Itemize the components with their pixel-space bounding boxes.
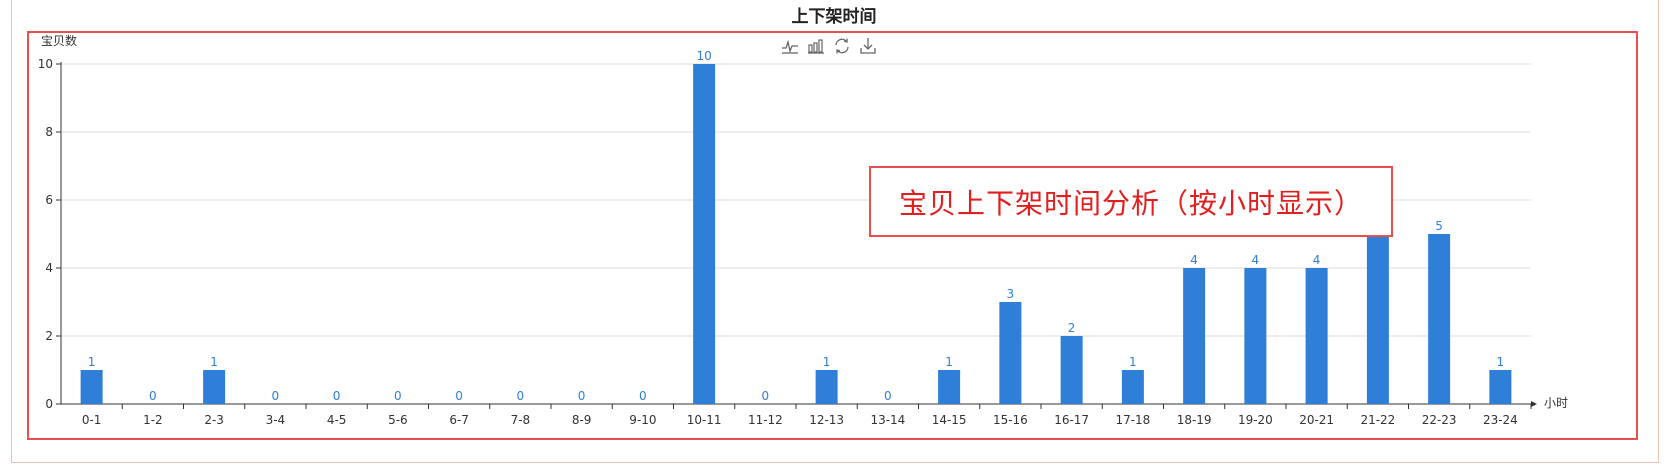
data-label: 5 bbox=[1435, 219, 1443, 233]
data-label: 0 bbox=[578, 389, 586, 403]
data-label: 0 bbox=[149, 389, 157, 403]
annotation-box: 宝贝上下架时间分析（按小时显示） bbox=[869, 166, 1393, 237]
y-tick-label: 4 bbox=[45, 261, 53, 275]
bar bbox=[938, 370, 961, 404]
bar bbox=[1183, 268, 1206, 404]
data-label: 4 bbox=[1252, 253, 1260, 267]
data-label: 1 bbox=[210, 355, 218, 369]
data-label: 4 bbox=[1190, 253, 1198, 267]
highlight-frame bbox=[27, 31, 1638, 440]
data-label: 0 bbox=[394, 389, 402, 403]
x-axis-label: 小时 bbox=[1544, 396, 1568, 410]
bar bbox=[999, 302, 1022, 404]
x-tick-label: 6-7 bbox=[449, 413, 469, 427]
x-tick-label: 23-24 bbox=[1483, 413, 1518, 427]
x-tick-label: 16-17 bbox=[1054, 413, 1089, 427]
x-tick-label: 21-22 bbox=[1360, 413, 1395, 427]
y-tick-label: 6 bbox=[45, 193, 53, 207]
data-label: 1 bbox=[88, 355, 96, 369]
download-icon[interactable] bbox=[858, 36, 878, 56]
bar bbox=[815, 370, 838, 404]
x-tick-label: 8-9 bbox=[572, 413, 592, 427]
chart-toolbox bbox=[780, 36, 878, 58]
data-label: 0 bbox=[517, 389, 525, 403]
x-tick-label: 14-15 bbox=[932, 413, 967, 427]
bar bbox=[1244, 268, 1267, 404]
bar-chart-icon[interactable] bbox=[806, 36, 826, 56]
x-tick-label: 13-14 bbox=[870, 413, 905, 427]
chart-title: 上下架时间 bbox=[791, 7, 877, 27]
data-label: 2 bbox=[1068, 321, 1076, 335]
x-tick-label: 17-18 bbox=[1115, 413, 1150, 427]
data-label: 0 bbox=[272, 389, 280, 403]
bar bbox=[80, 370, 103, 404]
x-axis-arrow bbox=[1531, 401, 1537, 407]
bar bbox=[1428, 234, 1451, 404]
y-axis-label: 宝贝数 bbox=[41, 33, 77, 48]
x-tick-label: 1-2 bbox=[143, 413, 163, 427]
data-label: 10 bbox=[696, 49, 711, 63]
x-tick-label: 7-8 bbox=[511, 413, 531, 427]
data-label: 1 bbox=[945, 355, 953, 369]
outer-frame bbox=[11, 0, 1659, 463]
x-tick-label: 12-13 bbox=[809, 413, 844, 427]
data-label: 0 bbox=[762, 389, 770, 403]
bar bbox=[1489, 370, 1512, 404]
x-tick-label: 0-1 bbox=[82, 413, 102, 427]
x-tick-label: 10-11 bbox=[687, 413, 722, 427]
restore-icon[interactable] bbox=[832, 36, 852, 56]
x-tick-label: 15-16 bbox=[993, 413, 1028, 427]
data-label: 1 bbox=[1129, 355, 1137, 369]
data-label: 1 bbox=[823, 355, 831, 369]
x-tick-label: 11-12 bbox=[748, 413, 783, 427]
data-label: 0 bbox=[455, 389, 463, 403]
bar bbox=[203, 370, 226, 404]
x-tick-label: 18-19 bbox=[1177, 413, 1212, 427]
x-tick-label: 20-21 bbox=[1299, 413, 1334, 427]
y-tick-label: 8 bbox=[45, 125, 53, 139]
data-label: 4 bbox=[1313, 253, 1321, 267]
y-tick-label: 2 bbox=[45, 329, 53, 343]
bar bbox=[1060, 336, 1083, 404]
line-chart-icon[interactable] bbox=[780, 36, 800, 56]
y-tick-label: 10 bbox=[38, 57, 53, 71]
data-label: 0 bbox=[333, 389, 341, 403]
data-label: 3 bbox=[1007, 287, 1015, 301]
bar bbox=[1305, 268, 1328, 404]
x-tick-label: 5-6 bbox=[388, 413, 408, 427]
x-tick-label: 2-3 bbox=[204, 413, 224, 427]
bar bbox=[1121, 370, 1144, 404]
x-tick-label: 4-5 bbox=[327, 413, 347, 427]
data-label: 0 bbox=[884, 389, 892, 403]
x-tick-label: 9-10 bbox=[629, 413, 656, 427]
x-tick-label: 22-23 bbox=[1422, 413, 1457, 427]
bar bbox=[1366, 234, 1389, 404]
x-tick-label: 19-20 bbox=[1238, 413, 1273, 427]
data-label: 0 bbox=[639, 389, 647, 403]
data-label: 1 bbox=[1497, 355, 1505, 369]
y-tick-label: 0 bbox=[45, 397, 53, 411]
bar bbox=[693, 64, 716, 404]
x-tick-label: 3-4 bbox=[266, 413, 286, 427]
